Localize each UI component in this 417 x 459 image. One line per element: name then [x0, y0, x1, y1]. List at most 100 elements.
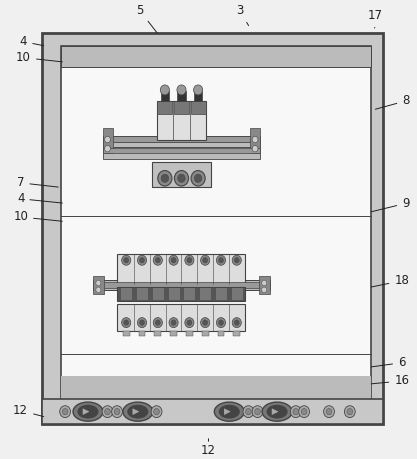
Circle shape	[216, 318, 226, 328]
Bar	[177, 91, 186, 101]
Circle shape	[155, 257, 160, 263]
Circle shape	[234, 257, 239, 263]
Circle shape	[153, 409, 159, 415]
Bar	[123, 331, 130, 336]
Circle shape	[262, 287, 267, 292]
Circle shape	[232, 255, 241, 265]
Text: 10: 10	[16, 51, 63, 64]
Circle shape	[114, 409, 120, 415]
Bar	[118, 304, 246, 331]
Circle shape	[140, 320, 145, 325]
Circle shape	[193, 85, 203, 95]
Circle shape	[62, 409, 68, 415]
Text: 4: 4	[17, 192, 63, 205]
Circle shape	[122, 255, 131, 265]
Bar	[191, 101, 206, 114]
Circle shape	[344, 406, 355, 418]
Circle shape	[185, 255, 194, 265]
Circle shape	[140, 257, 145, 263]
Ellipse shape	[123, 402, 153, 421]
Circle shape	[96, 280, 101, 286]
Bar	[250, 128, 261, 153]
Bar	[103, 136, 261, 147]
Text: 7: 7	[17, 176, 58, 189]
Circle shape	[160, 85, 169, 95]
Circle shape	[252, 136, 258, 143]
Circle shape	[105, 146, 111, 152]
Circle shape	[219, 257, 224, 263]
Circle shape	[102, 406, 113, 418]
Ellipse shape	[219, 405, 239, 418]
Bar	[103, 147, 261, 159]
Bar	[154, 331, 161, 336]
Circle shape	[191, 171, 205, 186]
Circle shape	[232, 318, 241, 328]
Bar	[121, 288, 131, 299]
Bar	[93, 276, 104, 294]
Bar	[103, 148, 261, 153]
Circle shape	[201, 255, 210, 265]
Circle shape	[301, 409, 307, 415]
Circle shape	[171, 257, 176, 263]
Circle shape	[201, 318, 210, 328]
Ellipse shape	[73, 402, 103, 421]
Bar	[152, 162, 211, 187]
Circle shape	[138, 255, 146, 265]
Circle shape	[194, 174, 202, 182]
Circle shape	[138, 318, 146, 328]
Circle shape	[161, 174, 168, 182]
Circle shape	[216, 255, 226, 265]
Circle shape	[246, 409, 251, 415]
Bar	[93, 282, 270, 288]
Bar	[186, 331, 193, 336]
Circle shape	[151, 406, 162, 418]
Circle shape	[105, 136, 111, 143]
Circle shape	[234, 320, 239, 325]
Ellipse shape	[267, 405, 287, 418]
Bar	[42, 399, 383, 424]
Circle shape	[262, 280, 267, 286]
Circle shape	[203, 257, 208, 263]
Text: 17: 17	[367, 9, 382, 28]
Bar	[194, 91, 202, 101]
Circle shape	[347, 409, 353, 415]
Bar	[157, 101, 172, 114]
Circle shape	[60, 406, 70, 418]
Bar	[118, 287, 246, 301]
Ellipse shape	[262, 402, 292, 421]
Bar	[232, 288, 242, 299]
Bar	[200, 288, 210, 299]
Circle shape	[178, 174, 185, 182]
Circle shape	[203, 320, 208, 325]
Bar	[170, 331, 177, 336]
Text: 4: 4	[20, 35, 44, 48]
Circle shape	[169, 318, 178, 328]
Bar	[103, 128, 113, 153]
Circle shape	[252, 406, 263, 418]
Circle shape	[124, 257, 129, 263]
Circle shape	[187, 320, 192, 325]
Bar	[184, 288, 194, 299]
Text: 18: 18	[371, 274, 409, 287]
Circle shape	[122, 318, 131, 328]
Text: 6: 6	[371, 356, 405, 369]
Circle shape	[243, 406, 254, 418]
Circle shape	[158, 171, 172, 186]
Bar	[103, 136, 261, 142]
Circle shape	[96, 287, 101, 292]
Circle shape	[124, 320, 129, 325]
Bar	[139, 331, 146, 336]
Bar	[259, 276, 270, 294]
Ellipse shape	[214, 402, 244, 421]
Circle shape	[171, 320, 176, 325]
Bar	[137, 288, 147, 299]
Circle shape	[255, 409, 261, 415]
Circle shape	[174, 171, 188, 186]
Bar	[234, 331, 240, 336]
Text: 16: 16	[371, 375, 409, 387]
Circle shape	[293, 409, 299, 415]
Bar	[61, 376, 371, 410]
Bar	[218, 331, 224, 336]
Text: 9: 9	[371, 197, 409, 212]
Text: 5: 5	[136, 4, 157, 33]
